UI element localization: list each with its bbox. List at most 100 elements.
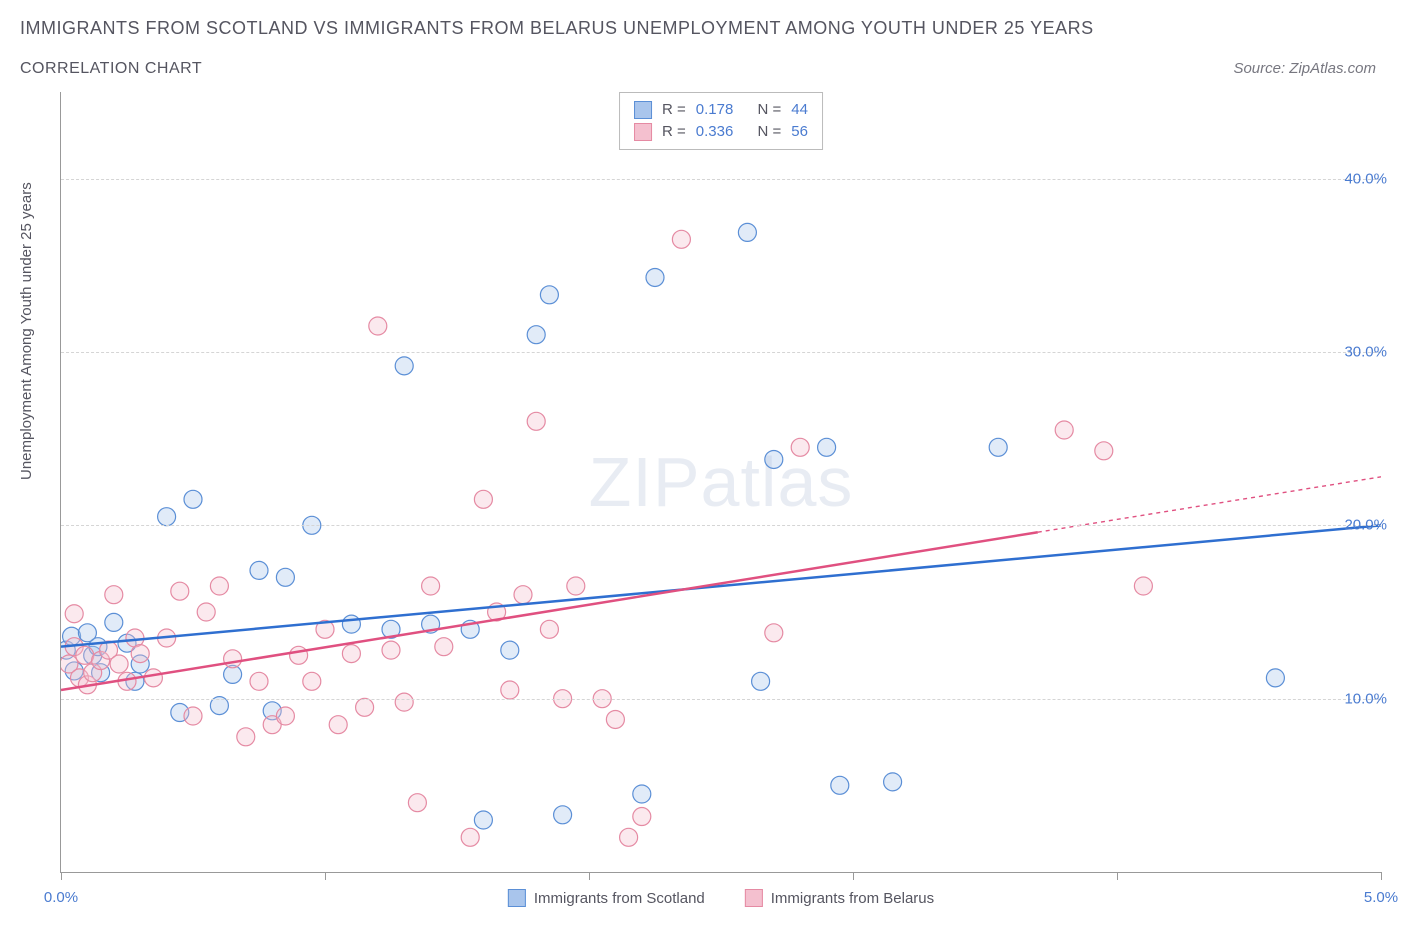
y-tick-label: 30.0% bbox=[1344, 344, 1387, 361]
source-label: Source: ZipAtlas.com bbox=[1233, 60, 1376, 77]
corr-row-scotland: R = 0.178 N = 44 bbox=[634, 99, 808, 121]
scatter-point bbox=[197, 603, 215, 621]
scatter-point bbox=[1055, 421, 1073, 439]
legend-item-belarus: Immigrants from Belarus bbox=[745, 889, 934, 907]
r-value-belarus: 0.336 bbox=[696, 121, 734, 143]
correlation-box: R = 0.178 N = 44 R = 0.336 N = 56 bbox=[619, 92, 823, 150]
legend-swatch-scotland bbox=[508, 889, 526, 907]
gridline bbox=[61, 699, 1381, 700]
scatter-point bbox=[171, 582, 189, 600]
scatter-point bbox=[276, 568, 294, 586]
scatter-point bbox=[791, 438, 809, 456]
plot-area: ZIPatlas R = 0.178 N = 44 R = 0.336 N = … bbox=[60, 92, 1381, 873]
scatter-point bbox=[567, 577, 585, 595]
r-value-scotland: 0.178 bbox=[696, 99, 734, 121]
scatter-point bbox=[514, 586, 532, 604]
scatter-point bbox=[329, 716, 347, 734]
n-label: N = bbox=[758, 99, 782, 121]
scatter-point bbox=[765, 624, 783, 642]
scatter-point bbox=[184, 707, 202, 725]
scatter-point bbox=[527, 326, 545, 344]
chart-svg bbox=[61, 92, 1381, 872]
scatter-point bbox=[395, 693, 413, 711]
scatter-point bbox=[435, 638, 453, 656]
scatter-point bbox=[342, 645, 360, 663]
gridline bbox=[61, 352, 1381, 353]
scatter-point bbox=[738, 223, 756, 241]
scatter-point bbox=[818, 438, 836, 456]
x-tick-mark bbox=[1381, 872, 1382, 880]
scatter-point bbox=[250, 561, 268, 579]
scatter-point bbox=[527, 412, 545, 430]
x-tick-label-max: 5.0% bbox=[1364, 889, 1398, 906]
scatter-point bbox=[356, 698, 374, 716]
scatter-point bbox=[501, 681, 519, 699]
scatter-point bbox=[276, 707, 294, 725]
scatter-point bbox=[884, 773, 902, 791]
scatter-point bbox=[65, 605, 83, 623]
chart-subtitle: CORRELATION CHART bbox=[20, 60, 202, 78]
legend-item-scotland: Immigrants from Scotland bbox=[508, 889, 705, 907]
legend-label-scotland: Immigrants from Scotland bbox=[534, 890, 705, 907]
scatter-point bbox=[474, 490, 492, 508]
scatter-point bbox=[422, 577, 440, 595]
scatter-point bbox=[606, 710, 624, 728]
scatter-point bbox=[76, 646, 94, 664]
scatter-point bbox=[1095, 442, 1113, 460]
scatter-point bbox=[250, 672, 268, 690]
scatter-point bbox=[110, 655, 128, 673]
scatter-point bbox=[408, 794, 426, 812]
scatter-point bbox=[646, 268, 664, 286]
corr-row-belarus: R = 0.336 N = 56 bbox=[634, 121, 808, 143]
scatter-point bbox=[144, 669, 162, 687]
y-axis-label: Unemployment Among Youth under 25 years bbox=[18, 182, 35, 480]
scatter-point bbox=[765, 450, 783, 468]
scatter-point bbox=[540, 620, 558, 638]
x-tick-mark bbox=[1117, 872, 1118, 880]
legend-swatch-belarus bbox=[745, 889, 763, 907]
swatch-belarus bbox=[634, 123, 652, 141]
n-value-scotland: 44 bbox=[791, 99, 808, 121]
legend-label-belarus: Immigrants from Belarus bbox=[771, 890, 934, 907]
x-tick-mark bbox=[325, 872, 326, 880]
r-label: R = bbox=[662, 99, 686, 121]
scatter-point bbox=[395, 357, 413, 375]
scatter-point bbox=[620, 828, 638, 846]
scatter-point bbox=[1266, 669, 1284, 687]
y-tick-label: 10.0% bbox=[1344, 690, 1387, 707]
scatter-point bbox=[382, 641, 400, 659]
x-tick-label-min: 0.0% bbox=[44, 889, 78, 906]
y-tick-label: 40.0% bbox=[1344, 170, 1387, 187]
scatter-point bbox=[501, 641, 519, 659]
scatter-point bbox=[554, 806, 572, 824]
x-tick-mark bbox=[853, 872, 854, 880]
r-label: R = bbox=[662, 121, 686, 143]
scatter-point bbox=[831, 776, 849, 794]
n-label: N = bbox=[758, 121, 782, 143]
x-tick-mark bbox=[589, 872, 590, 880]
scatter-point bbox=[237, 728, 255, 746]
scatter-point bbox=[461, 828, 479, 846]
bottom-legend: Immigrants from Scotland Immigrants from… bbox=[508, 889, 934, 907]
scatter-point bbox=[105, 613, 123, 631]
scatter-point bbox=[224, 650, 242, 668]
scatter-point bbox=[290, 646, 308, 664]
scatter-point bbox=[303, 672, 321, 690]
chart-title: IMMIGRANTS FROM SCOTLAND VS IMMIGRANTS F… bbox=[20, 18, 1094, 39]
gridline bbox=[61, 179, 1381, 180]
scatter-point bbox=[672, 230, 690, 248]
swatch-scotland bbox=[634, 101, 652, 119]
scatter-point bbox=[210, 577, 228, 595]
scatter-point bbox=[989, 438, 1007, 456]
scatter-point bbox=[474, 811, 492, 829]
scatter-point bbox=[540, 286, 558, 304]
scatter-point bbox=[633, 785, 651, 803]
scatter-point bbox=[131, 645, 149, 663]
scatter-point bbox=[752, 672, 770, 690]
scatter-point bbox=[105, 586, 123, 604]
scatter-point bbox=[369, 317, 387, 335]
scatter-point bbox=[1134, 577, 1152, 595]
x-tick-mark bbox=[61, 872, 62, 880]
scatter-point bbox=[158, 508, 176, 526]
trend-line-dashed bbox=[1038, 477, 1381, 532]
